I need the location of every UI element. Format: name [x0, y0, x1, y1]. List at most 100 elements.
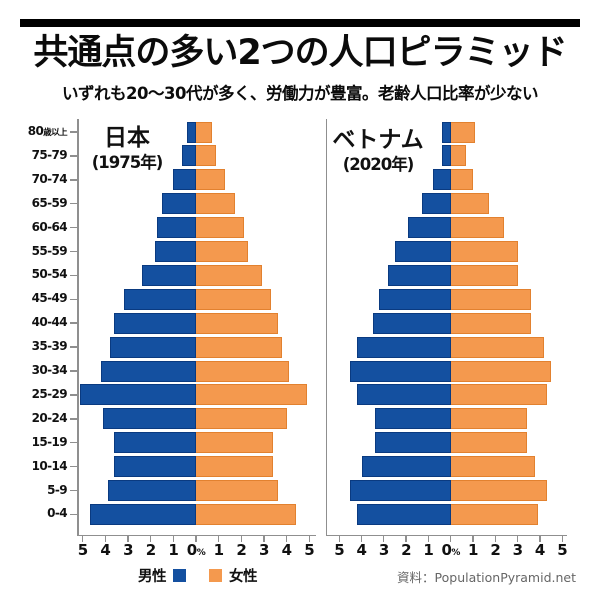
female-bar: [196, 456, 273, 478]
male-bar: [80, 384, 196, 406]
male-bar: [421, 193, 451, 215]
x-axis-line: [325, 534, 567, 537]
male-bar: [114, 312, 196, 334]
age-axis-tick: [69, 489, 77, 492]
male-bar: [141, 264, 196, 286]
male-bar: [350, 360, 451, 382]
x-axis-tick: [150, 535, 152, 542]
vietnam-year-text: (2020年): [342, 155, 415, 175]
male-bar: [162, 193, 196, 215]
x-axis-tick: [104, 535, 107, 542]
age-axis-tick: [69, 274, 77, 277]
age-group-label: 5-9: [47, 482, 67, 497]
x-axis-tick-label: 2: [490, 541, 501, 559]
female-bar: [196, 312, 278, 334]
age-group-label: 15-19: [31, 434, 68, 449]
male-bar: [379, 288, 451, 310]
x-axis-tick-label: 4: [356, 541, 367, 559]
female-bar: [196, 217, 244, 239]
male-bar: [357, 503, 451, 525]
male-bar: [109, 336, 196, 358]
male-bar: [173, 169, 196, 191]
x-axis-tick-label: 0%: [183, 541, 209, 559]
x-axis-tick: [217, 535, 220, 542]
top-rule-bar: [20, 19, 580, 27]
female-bar: [450, 264, 518, 286]
x-axis-tick-label: 2: [401, 541, 412, 559]
male-bar: [123, 288, 196, 310]
age-group-label: 25-29: [31, 386, 68, 401]
x-axis-tick-label: 3: [378, 541, 389, 559]
x-axis-tick-label: 5: [334, 541, 345, 559]
age-axis-tick: [69, 179, 77, 181]
female-bar: [450, 312, 531, 334]
male-bar: [186, 121, 196, 143]
male-bar: [408, 217, 451, 239]
x-axis-tick-label: 3: [258, 541, 269, 559]
female-bar: [196, 169, 226, 191]
age-axis-tick: [69, 418, 77, 420]
female-bar: [196, 384, 307, 406]
y-axis-line: [325, 119, 328, 536]
age-group-label: 20-24: [31, 410, 68, 425]
female-bar: [450, 121, 476, 143]
age-axis-tick: [69, 155, 77, 157]
age-axis-tick: [69, 322, 77, 324]
japan-chart-title: 日本 (1975年): [88, 125, 166, 172]
japan-title-text: 日本: [104, 125, 150, 151]
male-bar: [432, 169, 451, 191]
age-axis-tick: [69, 131, 77, 133]
male-bar: [103, 408, 196, 430]
zero-tick-number: 0: [186, 541, 197, 559]
female-bar: [196, 503, 296, 525]
female-bar: [450, 288, 531, 310]
vietnam-title-text: ベトナム: [332, 127, 424, 153]
x-axis-tick-label: 5: [77, 541, 88, 559]
male-bar: [114, 456, 196, 478]
female-bar: [196, 432, 273, 454]
male-bar: [361, 456, 451, 478]
page-subtitle: いずれも20〜30代が多く、労働力が豊富。老齢人口比率が少ない: [62, 84, 538, 103]
x-axis-tick-label: 1: [168, 541, 179, 559]
age-axis-tick: [69, 513, 77, 516]
age-axis-tick: [69, 370, 77, 372]
age-group-label: 35-39: [31, 339, 68, 354]
male-bar: [388, 264, 451, 286]
female-bar: [450, 432, 527, 454]
female-bar: [196, 241, 249, 262]
female-bar: [450, 336, 545, 358]
x-axis-tick: [172, 535, 175, 542]
male-color-swatch: [173, 569, 186, 582]
age-axis-tick: [69, 346, 77, 348]
male-bar: [182, 145, 196, 167]
x-axis-tick: [308, 535, 310, 542]
x-axis-tick: [472, 535, 474, 542]
age-axis-tick: [69, 441, 77, 444]
female-bar: [196, 121, 212, 143]
age-axis-tick: [69, 394, 77, 396]
male-bar: [441, 121, 451, 143]
age-group-label: 40-44: [31, 315, 68, 330]
age-group-label: 75-79: [31, 147, 68, 162]
age-group-label: 0-4: [47, 506, 67, 521]
x-axis-tick: [195, 535, 197, 542]
x-axis-tick-label: 5: [557, 541, 568, 559]
x-axis-tick-label: 1: [423, 541, 434, 559]
x-axis-tick: [539, 535, 541, 542]
female-bar: [196, 408, 287, 430]
male-bar: [372, 312, 451, 334]
male-bar: [357, 384, 451, 406]
female-bar: [196, 145, 217, 167]
x-axis-tick-label: 4: [100, 541, 111, 559]
x-axis-tick: [360, 535, 363, 542]
legend-female-label: 女性: [229, 569, 258, 585]
x-axis-tick: [240, 535, 242, 542]
female-bar: [196, 193, 235, 215]
x-axis-tick: [285, 535, 288, 542]
percent-sign: %: [451, 548, 460, 558]
male-bar: [350, 480, 451, 501]
female-bar: [196, 480, 278, 501]
female-bar: [450, 408, 527, 430]
age-group-label: 10-14: [31, 458, 68, 473]
female-bar: [196, 288, 271, 310]
